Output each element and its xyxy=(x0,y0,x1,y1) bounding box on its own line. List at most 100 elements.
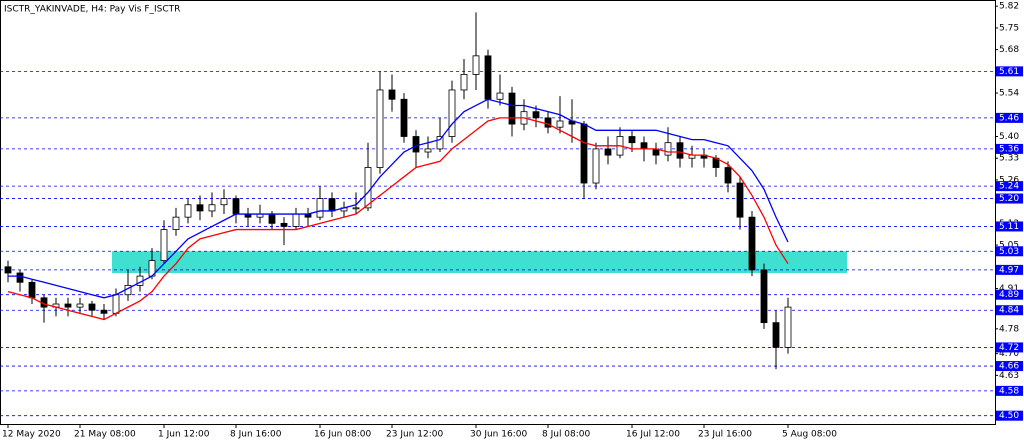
candle-body xyxy=(748,216,756,271)
chart-title: ISCTR_YAKINVADE, H4: Pay Vis F_ISCTR xyxy=(4,5,180,15)
level-label: 4.89 xyxy=(999,290,1019,300)
level-label-box xyxy=(996,361,1023,372)
level-label: 4.66 xyxy=(999,362,1019,372)
level-label: 5.46 xyxy=(999,113,1019,123)
candle-body xyxy=(592,148,600,184)
candle-body xyxy=(208,204,216,212)
candle-body xyxy=(412,136,420,153)
y-tick-label: 4.63 xyxy=(999,371,1019,381)
candle-body xyxy=(280,222,288,227)
y-tick-label: 5.40 xyxy=(999,132,1019,142)
level-label-box xyxy=(996,305,1023,316)
candle-body xyxy=(88,303,96,311)
candle-body xyxy=(496,92,504,100)
level-label: 4.84 xyxy=(999,306,1019,316)
level-label: 5.03 xyxy=(999,247,1019,257)
candle-body xyxy=(172,216,180,230)
y-tick-label: 5.68 xyxy=(999,45,1019,55)
candle-body xyxy=(220,198,228,206)
moving-average xyxy=(7,117,789,321)
candle-body xyxy=(580,123,588,184)
candle-body xyxy=(376,89,384,168)
level-label: 5.61 xyxy=(999,67,1019,77)
candle-body xyxy=(424,148,432,153)
candle-body xyxy=(472,55,480,75)
candle-body xyxy=(784,306,792,348)
x-tick-label: 23 Jun 12:00 xyxy=(386,430,443,440)
candle-body xyxy=(4,266,12,274)
level-label-box xyxy=(996,66,1023,77)
candle-body xyxy=(112,294,120,314)
level-label: 4.72 xyxy=(999,343,1019,353)
candle-body xyxy=(196,204,204,212)
candle-body xyxy=(532,111,540,119)
level-label-box xyxy=(996,410,1023,421)
candle-body xyxy=(28,281,36,299)
level-label: 5.36 xyxy=(999,144,1019,154)
candle-body xyxy=(772,322,780,348)
x-tick-label: 5 Aug 08:00 xyxy=(782,430,837,440)
level-label: 5.20 xyxy=(999,194,1019,204)
level-label-box xyxy=(996,193,1023,204)
candle-body xyxy=(640,142,648,150)
candle-body xyxy=(760,269,768,324)
x-tick-label: 8 Jul 08:00 xyxy=(542,430,591,440)
candle-body xyxy=(16,272,24,283)
y-tick-label: 5.75 xyxy=(999,23,1019,33)
candle-body xyxy=(316,198,324,218)
candle-body xyxy=(76,303,84,308)
candle-body xyxy=(436,136,444,150)
candle-body xyxy=(232,198,240,215)
candle-body xyxy=(184,204,192,218)
y-tick-label: 4.91 xyxy=(999,284,1019,294)
zone xyxy=(112,251,847,273)
level-label-box xyxy=(996,289,1023,300)
x-tick-label: 30 Jun 16:00 xyxy=(470,430,527,440)
x-tick-label: 8 Jun 16:00 xyxy=(230,430,282,440)
moving-average xyxy=(8,98,789,299)
y-tick-label: 4.70 xyxy=(999,349,1019,359)
candle-body xyxy=(364,167,372,209)
candle-body xyxy=(64,303,72,308)
level-label-box xyxy=(996,143,1023,154)
candle-body xyxy=(604,148,612,156)
level-label-box xyxy=(996,221,1023,232)
x-tick-label: 21 May 08:00 xyxy=(74,430,136,440)
y-tick-label: 5.33 xyxy=(999,154,1019,164)
level-label-box xyxy=(996,246,1023,257)
y-tick-label: 5.54 xyxy=(999,89,1019,99)
level-label-box xyxy=(996,112,1023,123)
x-tick-label: 16 Jun 08:00 xyxy=(314,430,371,440)
x-tick-label: 1 Jun 12:00 xyxy=(158,430,210,440)
candle-body xyxy=(100,309,108,314)
level-label: 4.58 xyxy=(999,386,1019,396)
candle-body xyxy=(628,136,636,144)
candle-body xyxy=(460,74,468,91)
candle-body xyxy=(160,229,168,261)
level-label: 5.11 xyxy=(999,222,1019,232)
candle-body xyxy=(400,98,408,137)
x-tick-label: 12 May 2020 xyxy=(2,430,61,440)
level-label-box xyxy=(996,342,1023,353)
candle-body xyxy=(268,213,276,224)
level-label-box xyxy=(996,385,1023,396)
y-tick-label: 5.05 xyxy=(999,241,1019,251)
candle-body xyxy=(676,142,684,159)
level-label: 4.97 xyxy=(999,265,1019,275)
candle-body xyxy=(664,142,672,156)
candle-body xyxy=(448,89,456,137)
x-tick-label: 23 Jul 16:00 xyxy=(698,430,752,440)
plot-frame xyxy=(0,0,996,425)
candle-body xyxy=(352,207,360,210)
candle-body xyxy=(388,89,396,100)
level-label: 5.24 xyxy=(999,182,1019,192)
candle-body xyxy=(736,182,744,218)
candle-body xyxy=(484,55,492,100)
level-label-box xyxy=(996,181,1023,192)
candle-body xyxy=(544,117,552,128)
candle-body xyxy=(556,120,564,128)
candle-body xyxy=(724,167,732,184)
y-tick-label: 5.82 xyxy=(999,2,1019,12)
x-tick-label: 16 Jul 12:00 xyxy=(626,430,680,440)
